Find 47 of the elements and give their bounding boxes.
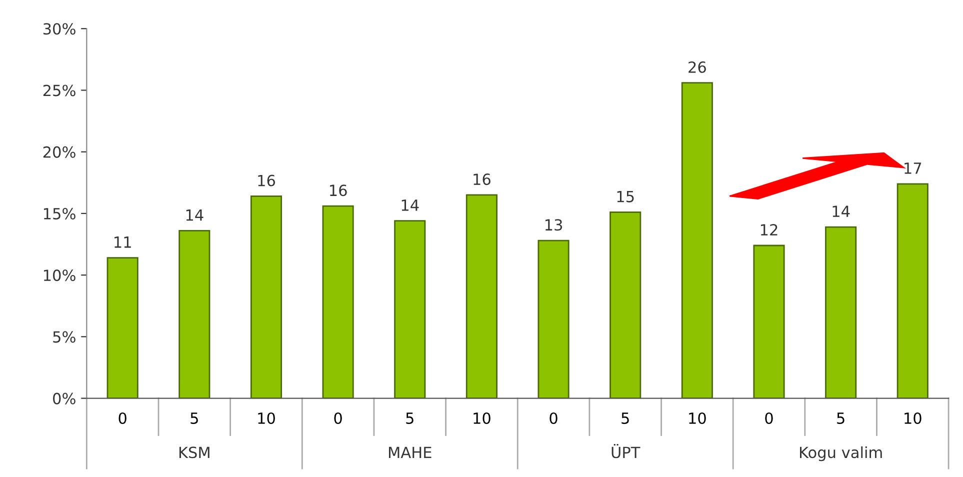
bar — [681, 82, 713, 398]
bar — [610, 212, 642, 398]
data-label: 26 — [688, 61, 706, 73]
x-tick-label: 10 — [904, 412, 922, 424]
data-label: 17 — [904, 162, 922, 174]
bar — [178, 230, 210, 398]
data-label: 16 — [330, 184, 347, 196]
bar — [896, 183, 928, 398]
x-tick-label: 5 — [190, 412, 198, 424]
text: KSM — [179, 446, 210, 458]
bar — [322, 205, 354, 398]
bar — [466, 194, 498, 398]
text: ÜPT — [612, 444, 640, 458]
y-tick-label: 20% — [43, 146, 76, 158]
bar — [753, 244, 785, 398]
y-tick-label: 0% — [53, 392, 76, 404]
bar — [825, 226, 857, 398]
bar — [538, 240, 570, 398]
x-tick-label: 5 — [837, 412, 844, 424]
y-tick-label: 10% — [44, 270, 76, 282]
bar — [250, 196, 282, 398]
data-label: 12 — [760, 224, 778, 236]
data-label: 14 — [832, 206, 850, 217]
x-tick-label: 5 — [622, 412, 629, 424]
x-tick-label: 0 — [118, 412, 126, 424]
data-label: 15 — [617, 190, 634, 202]
x-tick-label: 10 — [689, 412, 706, 424]
bar — [106, 257, 138, 398]
y-tick-label: 25% — [43, 84, 76, 96]
y-tick-label: 5% — [53, 331, 76, 343]
x-tick-label: 0 — [550, 412, 558, 424]
data-label: 11 — [114, 236, 131, 248]
data-label: 16 — [258, 174, 275, 186]
x-tick-label: 0 — [765, 412, 773, 424]
y-tick-label: 15% — [44, 208, 76, 220]
text: MAHE — [388, 446, 432, 458]
data-label: 14 — [186, 209, 204, 221]
data-label: 13 — [545, 219, 562, 231]
data-label: 14 — [402, 200, 419, 211]
x-tick-label: 5 — [406, 412, 414, 424]
x-tick-label: 10 — [474, 412, 490, 424]
bar — [394, 220, 426, 398]
x-tick-label: 10 — [258, 412, 275, 424]
y-tick-label: 30% — [43, 23, 76, 35]
x-tick-label: 0 — [334, 412, 342, 424]
text: Kogu valim — [800, 446, 882, 462]
data-label: 16 — [474, 174, 490, 186]
